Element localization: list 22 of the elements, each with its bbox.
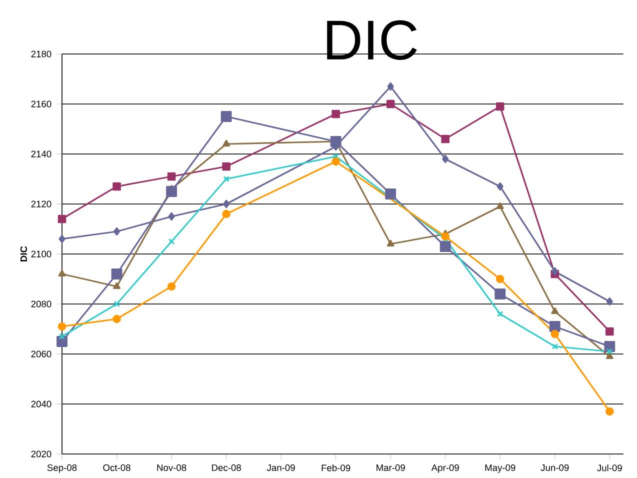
y-tick-label: 2080: [31, 300, 52, 308]
x-tick-label: Apr-09: [431, 464, 459, 473]
x-tick-label: Jun-09: [540, 464, 569, 471]
x-tick-label: Oct-08: [103, 464, 130, 471]
y-axis-title: DIC: [20, 246, 28, 262]
y-tick-label: 2060: [31, 350, 52, 358]
y-tick-label: 2020: [31, 450, 52, 458]
x-tick-label: Dec-08: [212, 464, 241, 471]
y-tick-label: 2140: [31, 150, 52, 158]
x-tick-label: Feb-09: [322, 464, 350, 472]
y-tick-label: 2120: [31, 200, 52, 208]
x-tick-label: May-09: [485, 464, 516, 473]
x-tick-label: Sep-08: [47, 464, 77, 473]
x-tick-label: Nov-08: [157, 464, 186, 471]
x-tick-label: Jul-09: [597, 464, 622, 472]
y-tick-label: 2180: [31, 50, 52, 58]
x-tick-label: Jan-09: [266, 464, 295, 471]
y-tick-label: 2100: [31, 250, 52, 258]
y-tick-label: 2160: [31, 100, 52, 108]
y-tick-label: 2040: [31, 400, 52, 408]
x-tick-label: Mar-09: [376, 464, 405, 471]
chart-title: DIC: [327, 20, 417, 60]
